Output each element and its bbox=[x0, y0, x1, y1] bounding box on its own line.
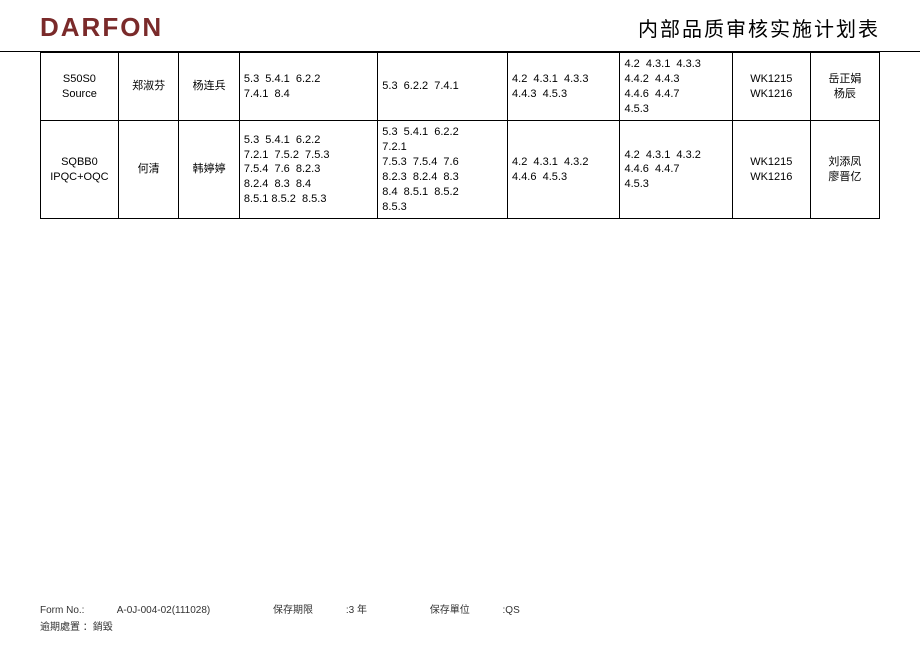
cell-name2: 韩婷婷 bbox=[179, 121, 240, 219]
cell-name3: 岳正娟杨辰 bbox=[810, 53, 879, 121]
cell-id: SQBB0IPQC+OQC bbox=[41, 121, 119, 219]
table-row: S50S0Source 郑淑芬 杨连兵 5.3 5.4.1 6.2.27.4.1… bbox=[41, 53, 880, 121]
schedule-table: S50S0Source 郑淑芬 杨连兵 5.3 5.4.1 6.2.27.4.1… bbox=[40, 52, 880, 219]
cell-codes-c: 4.2 4.3.1 4.3.24.4.6 4.5.3 bbox=[508, 121, 620, 219]
cell-codes-b: 5.3 6.2.2 7.4.1 bbox=[378, 53, 508, 121]
cell-weeks: WK1215WK1216 bbox=[732, 121, 810, 219]
cell-weeks: WK1215WK1216 bbox=[732, 53, 810, 121]
cell-name1: 郑淑芬 bbox=[118, 53, 179, 121]
cell-codes-b: 5.3 5.4.1 6.2.27.2.17.5.3 7.5.4 7.68.2.3… bbox=[378, 121, 508, 219]
cell-id: S50S0Source bbox=[41, 53, 119, 121]
cell-codes-a: 5.3 5.4.1 6.2.27.4.1 8.4 bbox=[239, 53, 377, 121]
cell-name1: 何清 bbox=[118, 121, 179, 219]
cell-codes-a: 5.3 5.4.1 6.2.27.2.1 7.5.2 7.5.37.5.4 7.… bbox=[239, 121, 377, 219]
footer: Form No.: A-0J-004-02(111028) 保存期限 :3 年 … bbox=[40, 601, 880, 633]
logo: DARFON bbox=[40, 12, 163, 43]
retain-unit: 保存單位 :QS bbox=[430, 605, 550, 616]
schedule-table-wrap: S50S0Source 郑淑芬 杨连兵 5.3 5.4.1 6.2.27.4.1… bbox=[0, 52, 920, 219]
overdue: 逾期處置 ：銷毀 bbox=[40, 618, 880, 633]
header: DARFON 内部品质审核实施计划表 bbox=[0, 0, 920, 52]
cell-name2: 杨连兵 bbox=[179, 53, 240, 121]
page-title: 内部品质审核实施计划表 bbox=[638, 13, 880, 42]
cell-codes-c: 4.2 4.3.1 4.3.34.4.3 4.5.3 bbox=[508, 53, 620, 121]
cell-codes-d: 4.2 4.3.1 4.3.34.4.2 4.4.34.4.6 4.4.74.5… bbox=[620, 53, 732, 121]
cell-codes-d: 4.2 4.3.1 4.3.24.4.6 4.4.74.5.3 bbox=[620, 121, 732, 219]
form-no: Form No.: A-0J-004-02(111028) bbox=[40, 605, 243, 616]
retain-period: 保存期限 :3 年 bbox=[273, 605, 400, 616]
cell-name3: 刘添凤廖晋亿 bbox=[810, 121, 879, 219]
table-row: SQBB0IPQC+OQC 何清 韩婷婷 5.3 5.4.1 6.2.27.2.… bbox=[41, 121, 880, 219]
